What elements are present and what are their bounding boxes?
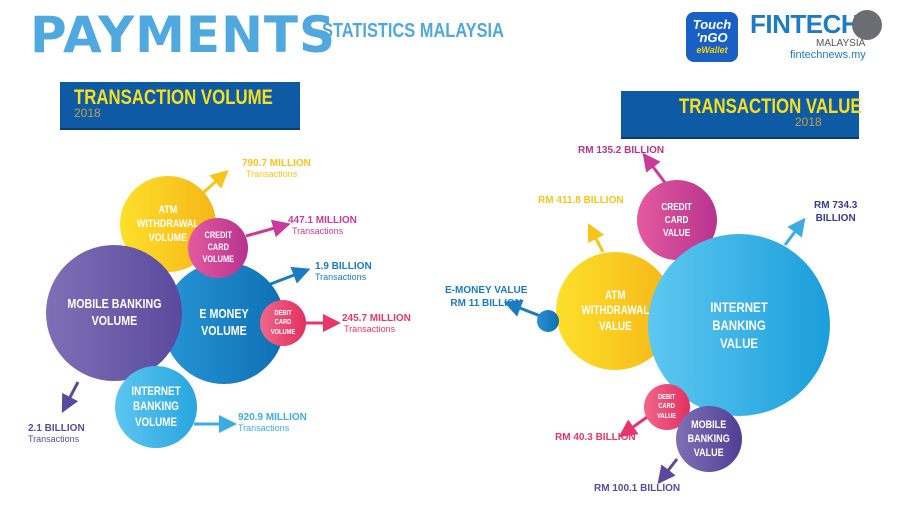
bubble-label: BANKING xyxy=(687,432,731,445)
emoney-volume-value: 1.9 BILLION Transactions xyxy=(315,261,372,283)
page-title: PAYMENTS xyxy=(30,6,337,64)
transaction-value-panel: TRANSACTION VALUE 2018 xyxy=(621,91,862,139)
fintech-logo-region: MALAYSIA xyxy=(816,38,866,49)
bubble-label: CARD xyxy=(658,403,676,411)
bubble-label: DEBIT xyxy=(658,394,676,402)
bubble-label: VOLUME xyxy=(202,253,234,264)
bubble-label: CREDIT xyxy=(661,201,693,213)
volume-panel-year: 2018 xyxy=(74,106,101,120)
bubble-label: MOBILE xyxy=(691,418,727,431)
bubble-label: VALUE xyxy=(598,318,632,333)
unit-text: Transactions xyxy=(315,272,367,282)
atm-volume-value: 790.7 MILLION Transactions xyxy=(242,158,311,180)
internet-banking-volume-bubble: INTERNET BANKING VOLUME xyxy=(115,366,197,448)
value-text: 447.1 MILLION xyxy=(288,215,357,226)
bubble-label: CREDIT xyxy=(204,230,232,241)
credit-value-amount: RM 135.2 BILLION xyxy=(578,145,665,156)
unit-text: Transactions xyxy=(292,226,344,236)
internet-value-amount: RM 734.3 BILLION xyxy=(814,201,857,224)
bubble-label: VOLUME xyxy=(134,414,178,429)
bubble-label: VOLUME xyxy=(91,313,137,328)
unit-text: Transactions xyxy=(344,324,396,334)
volume-panel-heading: TRANSACTION VOLUME xyxy=(74,86,273,109)
debit-card-volume-bubble: DEBIT CARD VOLUME xyxy=(260,300,306,346)
bubble-label: ATM xyxy=(158,203,178,216)
atm-value-amount: RM 411.8 BILLION xyxy=(538,195,624,206)
bubble-label: VOLUME xyxy=(201,323,247,338)
credit-volume-value: 447.1 MILLION Transactions xyxy=(288,215,357,237)
bubble-label: VALUE xyxy=(719,335,759,352)
mobile-banking-volume-bubble: MOBILE BANKING VOLUME xyxy=(46,245,182,381)
e-money-value-bubble xyxy=(537,310,559,332)
fintech-logo-name: FINTECH xyxy=(750,9,860,39)
touchngo-logo: Touch 'nGO eWallet xyxy=(686,12,738,62)
emoney-value-amount: E-MONEY VALUE RM 11 BILLION xyxy=(445,286,527,309)
bubble-label: VALUE xyxy=(663,227,691,239)
debit-value-amount: RM 40.3 BILLION xyxy=(555,432,636,443)
page-subtitle: STATISTICS MALAYSIA xyxy=(322,20,504,42)
tiger-icon xyxy=(852,10,882,40)
value-text: E-MONEY VALUE xyxy=(445,285,528,296)
value-text: RM 734.3 xyxy=(814,200,858,211)
bubble-label: E MONEY xyxy=(199,306,249,322)
fintech-logo: FINTECH MALAYSIA fintechnews.my xyxy=(750,10,890,62)
value-panel-year: 2018 xyxy=(795,115,822,129)
bubble-label: DEBIT xyxy=(274,310,292,318)
value-text: 245.7 MILLION xyxy=(342,313,411,324)
value-text: RM 11 BILLION xyxy=(450,298,523,309)
bubble-label: WITHDRAWAL xyxy=(581,303,649,318)
tng-logo-line1: Touch xyxy=(692,17,732,32)
tng-logo-line2: 'nGO xyxy=(696,30,728,45)
internet-banking-value-bubble: INTERNET BANKING VALUE xyxy=(648,234,830,416)
bubble-label: CARD xyxy=(207,242,229,253)
bubble-label: VOLUME xyxy=(270,328,296,336)
bubble-label: CARD xyxy=(274,319,292,327)
unit-text: Transactions xyxy=(238,423,290,433)
fintech-logo-url: fintechnews.my xyxy=(790,49,866,61)
credit-card-volume-bubble: CREDIT CARD VOLUME xyxy=(188,218,248,278)
debit-volume-value: 245.7 MILLION Transactions xyxy=(342,313,411,335)
mobile-volume-value: 2.1 BILLION Transactions xyxy=(28,423,85,445)
value-text: 790.7 MILLION xyxy=(242,158,311,169)
value-text: 920.9 MILLION xyxy=(238,412,307,423)
bubble-label: CARD xyxy=(665,214,689,226)
bubble-label: VOLUME xyxy=(148,232,188,245)
bubble-label: WITHDRAWAL xyxy=(136,217,200,230)
mobile-value-amount: RM 100.1 BILLION xyxy=(594,483,681,494)
bubble-label: BANKING xyxy=(133,399,179,414)
bubble-label: INTERNET xyxy=(131,383,181,398)
mobile-banking-value-bubble: MOBILE BANKING VALUE xyxy=(676,406,742,472)
tng-logo-line3: eWallet xyxy=(696,45,728,55)
bubble-label: VALUE xyxy=(657,412,677,420)
e-money-volume-bubble: E MONEY VOLUME xyxy=(163,262,285,384)
unit-text: Transactions xyxy=(246,169,298,179)
bubble-label: BANKING xyxy=(712,316,766,333)
bubble-label: ATM xyxy=(604,287,626,302)
bubble-label: MOBILE BANKING xyxy=(66,296,162,312)
bubble-label: VALUE xyxy=(694,447,724,460)
transaction-volume-panel: TRANSACTION VOLUME 2018 xyxy=(60,82,300,130)
value-text: 1.9 BILLION xyxy=(315,261,372,272)
unit-text: Transactions xyxy=(28,434,80,444)
bubble-label: INTERNET xyxy=(710,298,768,315)
value-panel-heading: TRANSACTION VALUE xyxy=(679,95,862,118)
value-text: 2.1 BILLION xyxy=(28,423,85,434)
internet-volume-value: 920.9 MILLION Transactions xyxy=(238,412,307,434)
value-text: BILLION xyxy=(815,213,856,224)
